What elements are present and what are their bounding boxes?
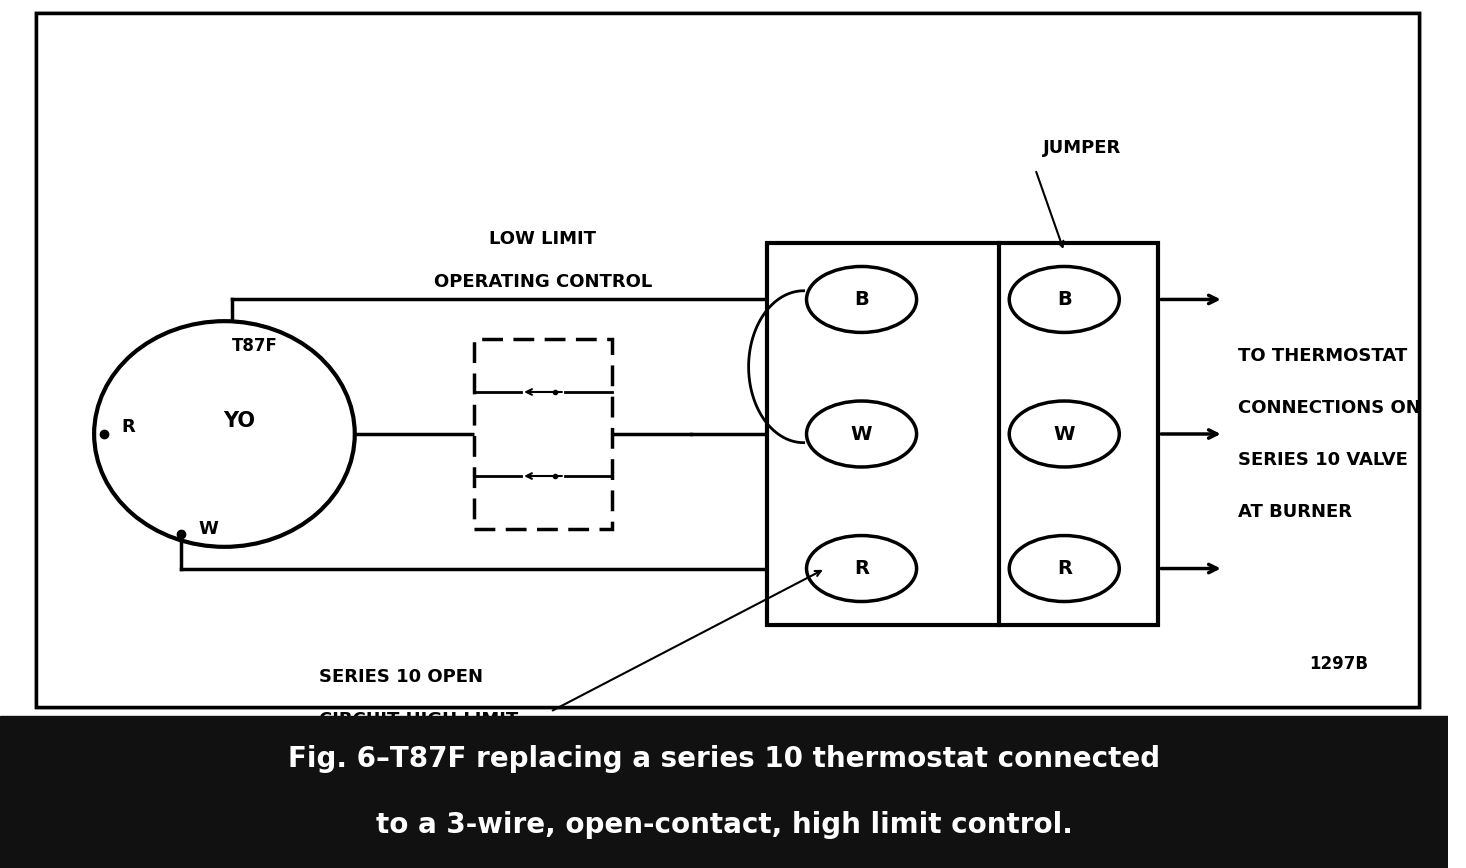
Text: 1297B: 1297B bbox=[1309, 655, 1368, 673]
Circle shape bbox=[1009, 266, 1120, 332]
Bar bbox=[37, 13, 1419, 707]
Text: OPERATING CONTROL: OPERATING CONTROL bbox=[434, 273, 652, 291]
Text: T87F: T87F bbox=[232, 337, 277, 355]
Text: W: W bbox=[850, 424, 872, 444]
Circle shape bbox=[806, 401, 916, 467]
Bar bbox=[0, 716, 1448, 868]
Circle shape bbox=[1009, 401, 1120, 467]
Circle shape bbox=[1009, 536, 1120, 602]
Text: CONNECTIONS ON: CONNECTIONS ON bbox=[1237, 399, 1421, 417]
Text: SERIES 10 VALVE: SERIES 10 VALVE bbox=[1237, 451, 1407, 469]
Text: JUMPER: JUMPER bbox=[1042, 139, 1121, 156]
Text: Fig. 6–T87F replacing a series 10 thermostat connected: Fig. 6–T87F replacing a series 10 thermo… bbox=[287, 745, 1160, 773]
Text: W: W bbox=[1054, 424, 1075, 444]
Text: TO THERMOSTAT: TO THERMOSTAT bbox=[1237, 347, 1407, 365]
Text: CIRCUIT HIGH LIMIT: CIRCUIT HIGH LIMIT bbox=[318, 712, 517, 729]
Text: B: B bbox=[855, 290, 869, 309]
Text: W: W bbox=[198, 521, 218, 538]
Text: B: B bbox=[1057, 290, 1072, 309]
Text: SERIES 10 OPEN: SERIES 10 OPEN bbox=[318, 668, 482, 686]
Text: R: R bbox=[1057, 559, 1072, 578]
Bar bbox=[767, 243, 1158, 625]
Bar bbox=[474, 339, 611, 529]
Text: AT BURNER: AT BURNER bbox=[1237, 503, 1352, 521]
Text: R: R bbox=[122, 418, 135, 436]
Text: R: R bbox=[855, 559, 869, 578]
Text: YO: YO bbox=[223, 411, 255, 431]
Bar bbox=[37, 13, 1419, 707]
Text: to a 3-wire, open-contact, high limit control.: to a 3-wire, open-contact, high limit co… bbox=[375, 812, 1073, 839]
Ellipse shape bbox=[94, 321, 355, 547]
Circle shape bbox=[806, 536, 916, 602]
Text: LOW LIMIT: LOW LIMIT bbox=[490, 230, 597, 247]
Circle shape bbox=[806, 266, 916, 332]
